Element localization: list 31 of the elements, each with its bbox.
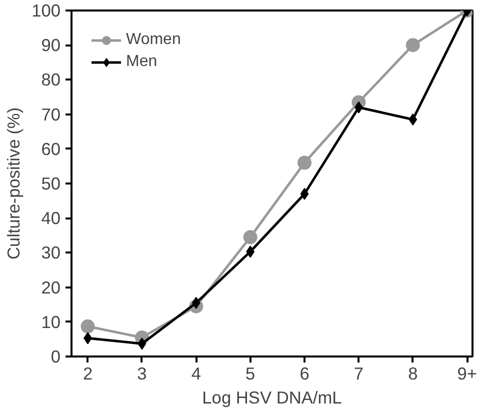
x-tick-label: 4 bbox=[191, 364, 202, 384]
y-tick-label: 30 bbox=[41, 242, 61, 263]
x-axis-title: Log HSV DNA/mL bbox=[202, 388, 342, 408]
legend-label: Women bbox=[126, 31, 181, 49]
point bbox=[300, 188, 309, 200]
point bbox=[243, 230, 258, 244]
y-axis-title: Culture-positive (%) bbox=[4, 107, 24, 260]
point bbox=[80, 319, 95, 334]
y-tick-label: 100 bbox=[32, 0, 61, 20]
point bbox=[298, 156, 312, 170]
x-tick-label: 7 bbox=[354, 364, 364, 384]
point bbox=[408, 113, 418, 126]
x-tick-label: 6 bbox=[300, 364, 310, 384]
x-tick-label: 9+ bbox=[457, 364, 477, 384]
point bbox=[406, 38, 420, 52]
y-tick-label: 10 bbox=[41, 312, 61, 332]
y-tick-label: 60 bbox=[41, 138, 61, 159]
y-tick-label: 40 bbox=[41, 208, 61, 228]
y-tick-label: 20 bbox=[41, 277, 61, 298]
x-tick-label: 3 bbox=[137, 364, 147, 384]
y-tick-label: 90 bbox=[41, 35, 61, 56]
legend-label: Men bbox=[126, 53, 158, 71]
x-tick-label: 5 bbox=[246, 364, 256, 384]
y-tick-label: 70 bbox=[41, 104, 61, 124]
y-tick-label: 0 bbox=[50, 346, 61, 366]
x-tick-label: 2 bbox=[82, 364, 93, 384]
point bbox=[138, 338, 146, 350]
y-tick-label: 50 bbox=[41, 174, 61, 194]
x-tick-label: 8 bbox=[408, 364, 418, 384]
point bbox=[192, 296, 200, 309]
y-tick-label: 80 bbox=[41, 70, 61, 90]
